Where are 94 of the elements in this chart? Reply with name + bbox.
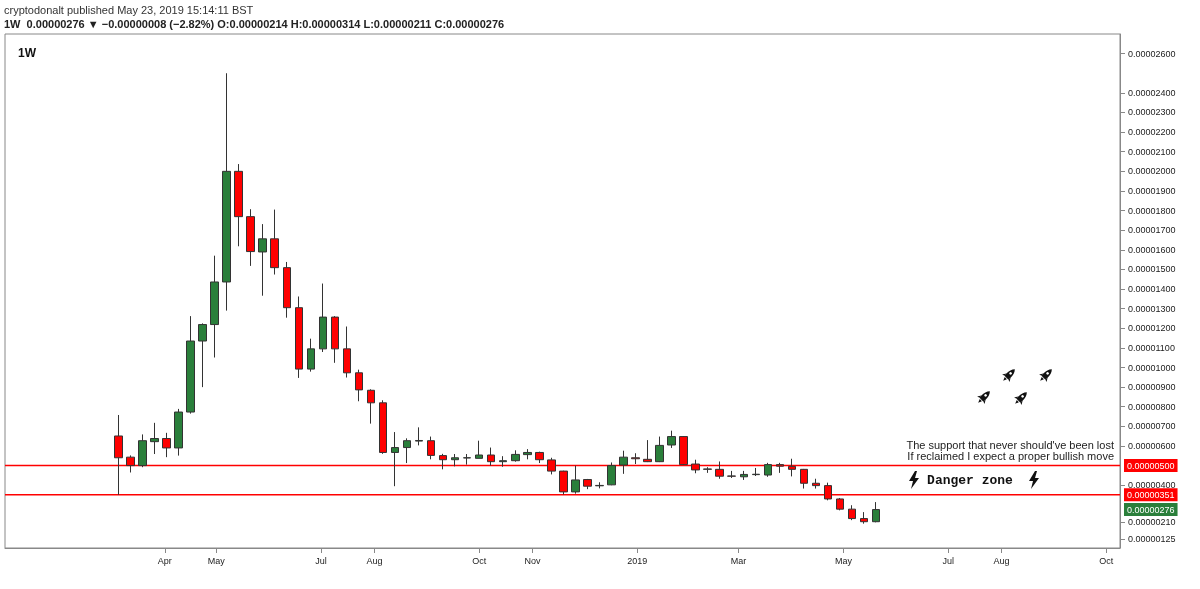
candlestick <box>403 437 411 464</box>
x-tick-label: Oct <box>472 555 487 566</box>
candlestick <box>427 436 435 460</box>
candlestick <box>415 426 423 446</box>
candlestick <box>643 439 652 463</box>
candlestick <box>607 461 616 486</box>
y-tick-label: 0.00000210 <box>1128 517 1176 528</box>
annotation: If reclaimed I expect a proper bullish move <box>907 450 1114 463</box>
y-tick-label: 0.00002300 <box>1128 107 1176 118</box>
candlestick <box>451 453 459 467</box>
candlestick <box>535 451 544 464</box>
candlestick <box>234 163 243 247</box>
candlestick <box>222 72 231 312</box>
y-tick-label: 0.00002100 <box>1128 146 1176 157</box>
y-tick-label: 0.00000900 <box>1128 382 1176 393</box>
y-tick-label: 0.00001300 <box>1128 303 1176 314</box>
candlestick <box>355 369 363 402</box>
text: 1W <box>18 46 37 60</box>
y-tick-label: 0.00000700 <box>1128 421 1176 432</box>
y-tick-label: 0.00000125 <box>1128 534 1176 545</box>
candlestick <box>848 504 856 521</box>
x-tick-label: Jul <box>942 555 954 566</box>
candlestick <box>210 255 219 359</box>
y-tick-label: 0.00001900 <box>1128 185 1176 196</box>
candlestick <box>162 432 171 458</box>
y-tick-label: 0.00001200 <box>1128 323 1176 334</box>
candlestick <box>860 511 868 525</box>
candlestick <box>343 326 351 379</box>
x-tick-label: May <box>834 555 853 566</box>
y-tick-label: 0.00000800 <box>1128 401 1176 412</box>
candlestick <box>270 209 279 276</box>
candlestick <box>331 315 339 364</box>
x-tick-label: Jul <box>315 555 327 566</box>
candlestick <box>283 261 291 319</box>
candlestick <box>523 448 532 460</box>
y-tick-label: 0.00000600 <box>1128 440 1176 451</box>
x-tick-label: May <box>207 555 226 566</box>
candlestick <box>571 465 580 495</box>
candlestick <box>138 433 147 468</box>
candlestick <box>258 223 267 297</box>
ref-line-label: 0.00000351 <box>1127 489 1175 500</box>
x-tick-label: Aug <box>993 555 1010 566</box>
candlestick <box>764 462 772 478</box>
candlestick <box>463 453 471 466</box>
x-tick-label: Nov <box>524 555 541 566</box>
y-tick-label: 0.00001100 <box>1128 342 1175 353</box>
y-tick-label: 0.00001600 <box>1128 244 1176 255</box>
x-tick-label: 2019 <box>627 555 648 566</box>
candlestick <box>872 501 880 523</box>
y-tick-label: 0.00002000 <box>1128 166 1176 177</box>
candlestick <box>583 478 592 490</box>
candlestick <box>319 283 327 353</box>
candlestick <box>727 470 736 479</box>
candlestick <box>379 399 387 455</box>
candlestick <box>186 315 195 415</box>
y-tick-label: 0.00001500 <box>1128 264 1176 275</box>
x-tick-label: Aug <box>366 555 383 566</box>
x-tick-label: Apr <box>157 555 172 566</box>
candlestick <box>499 455 507 468</box>
candlestick <box>812 478 820 490</box>
candlestick <box>475 440 483 459</box>
candlestick <box>655 436 664 463</box>
y-tick-label: 0.00001800 <box>1128 205 1176 216</box>
candlestick <box>174 408 183 457</box>
candlestick <box>246 208 255 267</box>
candlestick <box>511 449 520 463</box>
annotation: The support that never should've been lost <box>906 439 1114 452</box>
ref-line-label: 0.00000500 <box>1127 460 1175 471</box>
y-tick-label: 0.00001400 <box>1128 284 1176 295</box>
y-tick-label: 0.00002200 <box>1128 127 1176 138</box>
candlestick <box>619 450 628 475</box>
candlestick <box>307 338 315 373</box>
x-tick-label: Mar <box>730 555 747 566</box>
candlestick <box>198 322 207 388</box>
candlestick <box>367 388 375 425</box>
y-tick-label: 0.00001700 <box>1128 225 1176 236</box>
candlestick <box>667 430 676 449</box>
candlestick <box>150 422 159 455</box>
candlestick <box>595 481 604 489</box>
chart-subtitle: 1W 0.00000276 ▼ −0.00000008 (−2.82%) O:0.00000214 H:0.00000314 L:0.00000211 C:0.00000276 <box>4 17 505 30</box>
candlestick <box>752 467 760 477</box>
text: 0.00000276 <box>1127 504 1175 515</box>
candlestick <box>295 295 303 379</box>
y-tick-label: 0.00002600 <box>1128 48 1176 59</box>
x-tick-label: Oct <box>1099 555 1114 566</box>
text: cryptodonalt published May 23, 2019 15:14:11 BST <box>4 3 254 16</box>
y-tick-label: 0.00001000 <box>1128 362 1176 373</box>
y-tick-label: 0.00000400 <box>1128 480 1176 491</box>
candlestick <box>800 468 808 490</box>
candlestick <box>391 431 399 487</box>
candlestick <box>740 470 748 481</box>
candlestick <box>836 497 844 511</box>
y-tick-label: 0.00002400 <box>1128 87 1176 98</box>
annotation: Danger zone <box>927 472 1014 488</box>
